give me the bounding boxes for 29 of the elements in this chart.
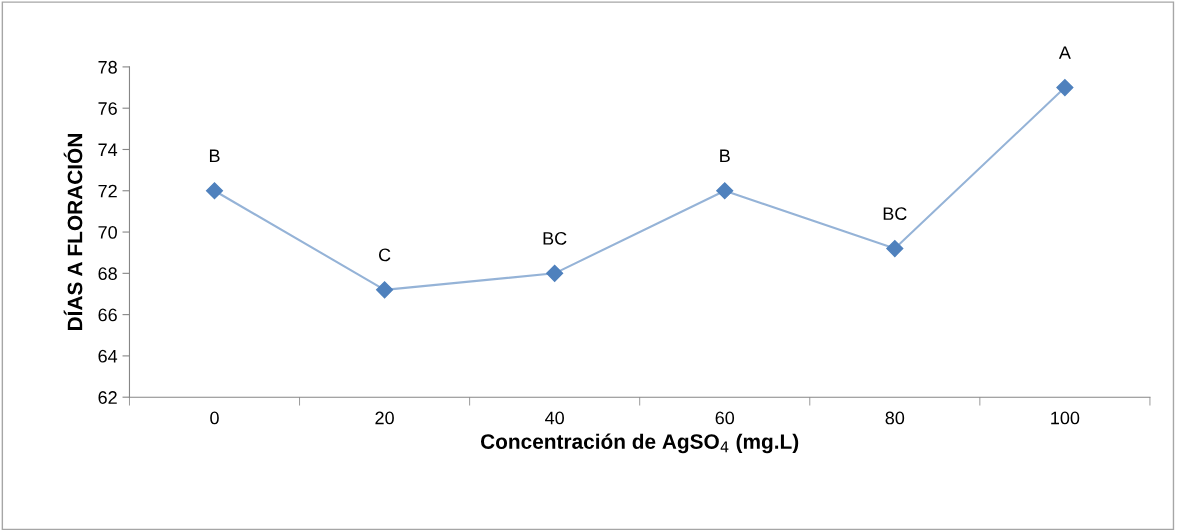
point <box>205 182 224 200</box>
annotation: A <box>1058 46 1071 59</box>
y-tick-label: 70 <box>98 225 117 239</box>
point <box>376 281 394 299</box>
y-tick-label: 62 <box>98 391 117 404</box>
x-tick-label: 0 <box>210 411 219 425</box>
y-tick-label: 68 <box>98 267 117 281</box>
y-tick-label: 72 <box>98 184 117 198</box>
x-tick-label: 40 <box>545 411 564 425</box>
annotation: BC <box>883 207 907 220</box>
y-tick-label: 64 <box>98 349 118 363</box>
point <box>1056 78 1074 97</box>
x-tick-label: 20 <box>375 411 394 425</box>
annotation: B <box>720 149 730 163</box>
annotation: C <box>378 248 391 262</box>
y-axis-title: DÍAS A FLORACIÓN <box>63 134 83 330</box>
y-tick-label: 76 <box>98 102 117 115</box>
point <box>546 264 564 282</box>
annotation: BC <box>543 231 567 245</box>
x-tick-label: 80 <box>885 411 905 425</box>
point <box>886 240 904 258</box>
y-tick-label: 78 <box>98 60 117 74</box>
y-tick-label: 74 <box>98 143 118 157</box>
x-tick-label: 100 <box>1051 411 1080 425</box>
point <box>716 182 734 200</box>
x-axis-title: Concentración de AgSO$_{4}$ (mg.L) <box>480 433 799 454</box>
y-tick-label: 66 <box>98 308 117 322</box>
annotation: B <box>209 149 220 163</box>
x-tick-label: 60 <box>715 411 735 425</box>
